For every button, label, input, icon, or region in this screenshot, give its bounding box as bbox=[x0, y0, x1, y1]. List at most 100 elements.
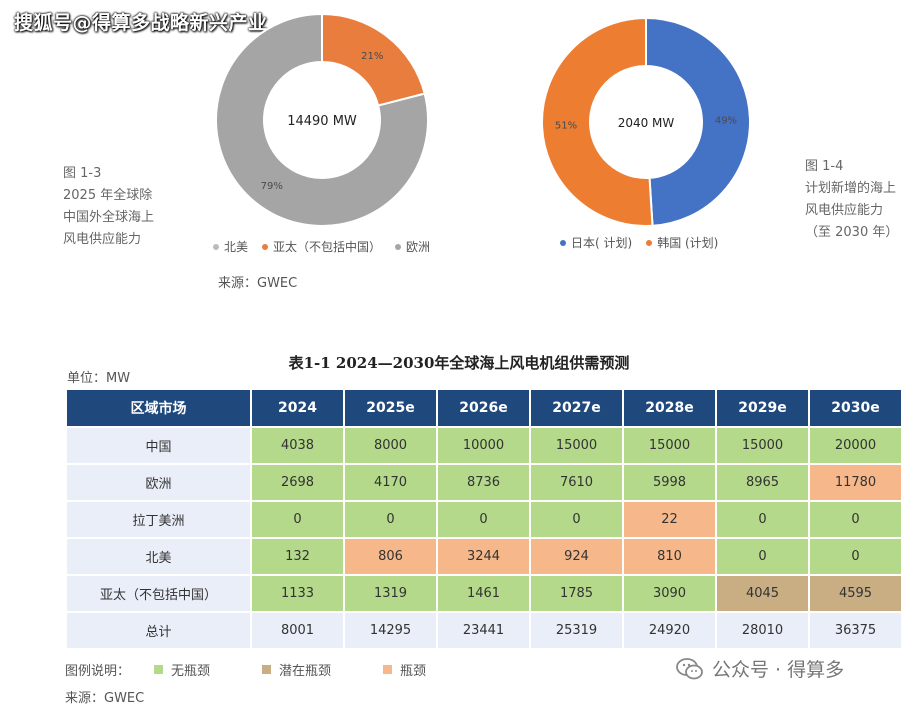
donut-chart-1-3: 0%21%79%14490 MW bbox=[212, 10, 432, 234]
table-header-row: 区域市场 2024 2025e 2026e 2027e 2028e 2029e … bbox=[67, 390, 901, 426]
region-cell: 亚太（不包括中国） bbox=[67, 576, 250, 611]
value-cell: 1133 bbox=[252, 576, 343, 611]
caption-line: 计划新增的海上 bbox=[805, 181, 897, 196]
donut-center-label: 2040 MW bbox=[618, 116, 675, 130]
donut-chart-1-4: 49% 51% 2040 MW bbox=[538, 14, 754, 234]
value-cell: 7610 bbox=[531, 465, 622, 500]
legend-1-4: 日本( 计划) 韩国 (计划) bbox=[560, 234, 718, 251]
value-cell: 4170 bbox=[345, 465, 436, 500]
header-cell: 2026e bbox=[438, 390, 529, 426]
legend-label: 欧洲 bbox=[406, 240, 431, 254]
donut-slice bbox=[645, 16, 751, 227]
figure-source: 来源：GWEC bbox=[218, 276, 298, 291]
legend-label: 瓶颈 bbox=[400, 664, 427, 679]
value-cell: 15000 bbox=[717, 428, 808, 463]
header-cell: 区域市场 bbox=[67, 390, 250, 426]
value-cell: 11780 bbox=[810, 465, 901, 500]
header-cell: 2025e bbox=[345, 390, 436, 426]
value-cell: 4595 bbox=[810, 576, 901, 611]
donut-slice bbox=[215, 12, 429, 227]
value-cell: 0 bbox=[717, 502, 808, 537]
header-cell: 2030e bbox=[810, 390, 901, 426]
legend-1-3: 北美 亚太（不包括中国） 欧洲 bbox=[213, 238, 430, 255]
legend-swatch bbox=[383, 665, 393, 674]
legend-item: 北美 bbox=[213, 238, 248, 255]
caption-line: 图 1-4 bbox=[805, 159, 844, 174]
table-row: 中国 4038 8000 10000 15000 15000 15000 20000 bbox=[67, 428, 901, 463]
region-cell: 欧洲 bbox=[67, 465, 250, 500]
caption-line: 风电供应能力 bbox=[805, 203, 884, 218]
source-watermark: 搜狐号@得算多战略新兴产业 bbox=[14, 12, 268, 34]
slice-label: 51% bbox=[555, 121, 577, 132]
wechat-watermark-text: 公众号 · 得算多 bbox=[712, 659, 845, 681]
value-cell: 3244 bbox=[438, 539, 529, 574]
region-cell: 拉丁美洲 bbox=[67, 502, 250, 537]
value-cell: 8965 bbox=[717, 465, 808, 500]
header-cell: 2028e bbox=[624, 390, 715, 426]
value-cell: 806 bbox=[345, 539, 436, 574]
value-cell: 8001 bbox=[252, 613, 343, 648]
value-cell: 5998 bbox=[624, 465, 715, 500]
region-cell: 总计 bbox=[67, 613, 250, 648]
legend-swatch bbox=[262, 665, 272, 674]
value-cell: 0 bbox=[717, 539, 808, 574]
value-cell: 24920 bbox=[624, 613, 715, 648]
donut-center-label: 14490 MW bbox=[287, 114, 357, 129]
slice-label: 79% bbox=[261, 181, 283, 192]
table-row: 欧洲 2698 4170 8736 7610 5998 8965 11780 bbox=[67, 465, 901, 500]
value-cell: 22 bbox=[624, 502, 715, 537]
legend-swatch bbox=[154, 665, 164, 674]
value-cell: 36375 bbox=[810, 613, 901, 648]
value-cell: 0 bbox=[531, 502, 622, 537]
legend-title: 图例说明： bbox=[65, 664, 131, 679]
value-cell: 1461 bbox=[438, 576, 529, 611]
value-cell: 28010 bbox=[717, 613, 808, 648]
table-row: 亚太（不包括中国） 1133 1319 1461 1785 3090 4045 4595 bbox=[67, 576, 901, 611]
header-cell: 2029e bbox=[717, 390, 808, 426]
figure-1-3-caption: 图 1-3 2025 年全球除 中国外全球海上 风电供应能力 bbox=[63, 163, 154, 251]
value-cell: 4045 bbox=[717, 576, 808, 611]
value-cell: 0 bbox=[252, 502, 343, 537]
legend-item: 欧洲 bbox=[395, 238, 430, 255]
caption-line: （至 2030 年） bbox=[805, 225, 899, 240]
value-cell: 14295 bbox=[345, 613, 436, 648]
value-cell: 1319 bbox=[345, 576, 436, 611]
legend-label: 日本( 计划) bbox=[571, 236, 633, 250]
value-cell: 10000 bbox=[438, 428, 529, 463]
table-unit: 单位：MW bbox=[67, 371, 131, 386]
caption-line: 2025 年全球除 bbox=[63, 188, 153, 203]
value-cell: 0 bbox=[345, 502, 436, 537]
caption-line: 风电供应能力 bbox=[63, 232, 142, 247]
legend-label: 亚太（不包括中国） bbox=[273, 240, 382, 254]
value-cell: 4038 bbox=[252, 428, 343, 463]
caption-line: 中国外全球海上 bbox=[63, 210, 155, 225]
legend-label: 北美 bbox=[224, 240, 249, 254]
caption-line: 图 1-3 bbox=[63, 166, 102, 181]
donut-slice bbox=[541, 16, 654, 227]
value-cell: 8736 bbox=[438, 465, 529, 500]
legend-label: 无瓶颈 bbox=[171, 664, 211, 679]
value-cell: 20000 bbox=[810, 428, 901, 463]
value-cell: 15000 bbox=[531, 428, 622, 463]
wechat-icon bbox=[676, 657, 703, 679]
value-cell: 1785 bbox=[531, 576, 622, 611]
value-cell: 0 bbox=[438, 502, 529, 537]
legend-label: 韩国 (计划) bbox=[657, 236, 719, 250]
slice-label: 21% bbox=[361, 51, 383, 62]
value-cell: 0 bbox=[810, 502, 901, 537]
value-cell: 2698 bbox=[252, 465, 343, 500]
value-cell: 924 bbox=[531, 539, 622, 574]
supply-demand-table: 区域市场 2024 2025e 2026e 2027e 2028e 2029e … bbox=[65, 388, 903, 650]
value-cell: 0 bbox=[810, 539, 901, 574]
legend-item: 韩国 (计划) bbox=[646, 234, 718, 251]
table-row: 北美 132 806 3244 924 810 0 0 bbox=[67, 539, 901, 574]
value-cell: 23441 bbox=[438, 613, 529, 648]
value-cell: 15000 bbox=[624, 428, 715, 463]
value-cell: 132 bbox=[252, 539, 343, 574]
legend-label: 潜在瓶颈 bbox=[279, 664, 332, 679]
table-source: 来源：GWEC bbox=[65, 691, 145, 706]
header-cell: 2024 bbox=[252, 390, 343, 426]
table-title: 表1-1 2024—2030年全球海上风电机组供需预测 bbox=[288, 354, 630, 372]
value-cell: 810 bbox=[624, 539, 715, 574]
value-cell: 25319 bbox=[531, 613, 622, 648]
